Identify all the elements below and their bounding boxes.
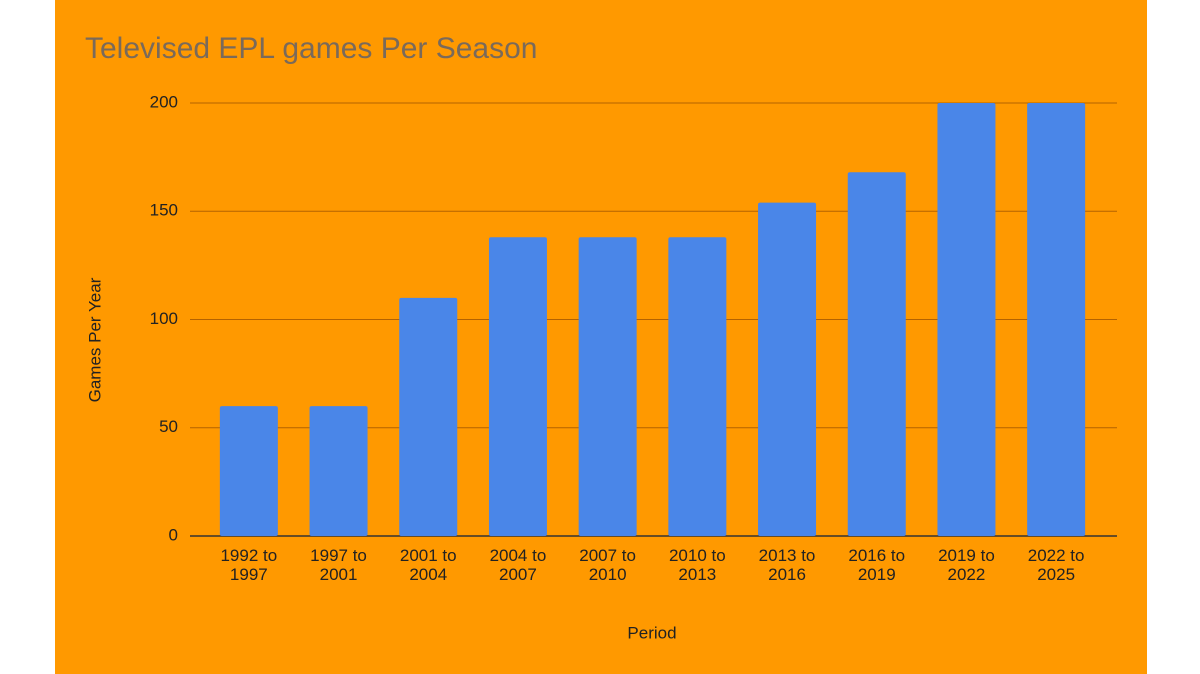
bar xyxy=(1027,103,1086,536)
x-tick-label: 2013 to 2016 xyxy=(758,546,816,584)
x-tick-label: 2007 to 2010 xyxy=(579,546,636,584)
bar xyxy=(578,237,637,537)
y-tick-label: 0 xyxy=(169,525,178,544)
y-axis-label: Games Per Year xyxy=(85,277,104,402)
x-tick-label: 2010 to 2013 xyxy=(668,546,726,584)
chart-title: Televised EPL games Per Season xyxy=(85,32,537,65)
bar xyxy=(937,103,996,536)
x-tick-label: 2004 to 2007 xyxy=(489,546,547,584)
x-tick-label: 1992 to 1997 xyxy=(220,546,278,584)
bar xyxy=(219,406,278,536)
y-tick-label: 100 xyxy=(150,309,178,328)
y-tick-label: 200 xyxy=(150,92,178,111)
x-tick-label: 1997 to 2001 xyxy=(310,546,367,584)
y-tick-label: 50 xyxy=(159,417,178,436)
y-tick-label: 150 xyxy=(150,201,178,220)
x-tick-label: 2022 to 2025 xyxy=(1027,546,1085,584)
bar xyxy=(309,406,368,536)
bar xyxy=(758,202,817,536)
bar xyxy=(847,172,906,536)
x-axis-label: Period xyxy=(627,623,676,642)
x-tick-label: 2016 to 2019 xyxy=(848,546,906,584)
bar xyxy=(668,237,727,537)
bar xyxy=(399,297,458,536)
x-tick-label: 2001 to 2004 xyxy=(399,546,457,584)
bar xyxy=(488,237,547,537)
x-tick-label: 2019 to 2022 xyxy=(938,546,995,584)
